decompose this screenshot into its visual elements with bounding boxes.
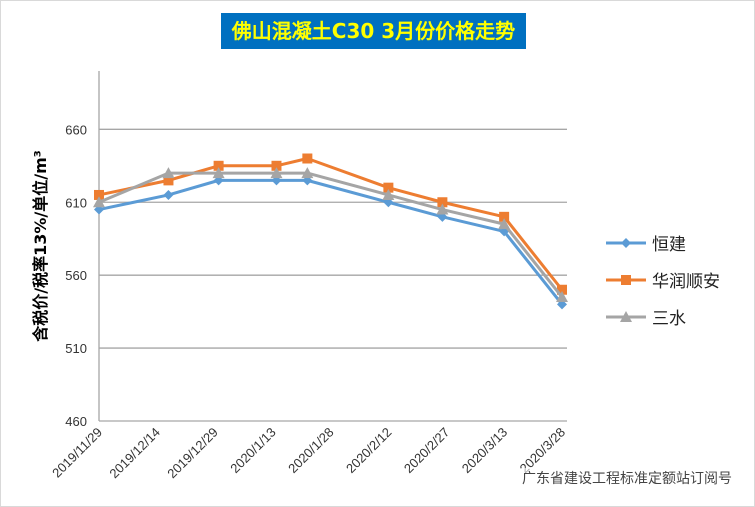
data-point <box>270 167 283 179</box>
legend-item-hengjian: 恒建 <box>606 230 686 255</box>
y-tick-label: 610 <box>65 195 87 210</box>
x-tick-label: 2020/1/28 <box>285 425 337 477</box>
data-point <box>271 160 282 171</box>
data-point <box>498 218 511 230</box>
y-tick-label: 510 <box>65 341 87 356</box>
legend-label: 恒建 <box>652 235 686 255</box>
data-point <box>436 203 449 215</box>
legend-marker-square-icon <box>606 272 646 292</box>
legend-item-huarun: 华润顺安 <box>606 267 720 292</box>
data-point <box>93 196 105 208</box>
legend-marker-triangle-icon <box>606 309 646 329</box>
data-point <box>382 188 395 200</box>
y-tick-label: 660 <box>65 122 87 137</box>
data-point <box>383 182 394 193</box>
data-point <box>499 211 510 222</box>
y-tick-label: 460 <box>65 414 87 429</box>
data-point <box>556 291 568 303</box>
data-point <box>437 197 448 208</box>
x-tick-label: 2020/2/27 <box>401 425 453 477</box>
chart-title: 佛山混凝土C30 3月份价格走势 <box>221 13 526 49</box>
y-tick-label: 560 <box>65 268 87 283</box>
legend-label: 三水 <box>652 309 686 329</box>
x-tick-label: 2019/12/14 <box>106 425 163 482</box>
legend-marker-diamond-icon <box>606 235 646 255</box>
legend-item-sanshui: 三水 <box>606 304 686 329</box>
data-point <box>302 153 313 164</box>
legend-label: 华润顺安 <box>652 272 720 292</box>
x-tick-label: 2019/11/29 <box>49 425 105 481</box>
data-point <box>213 160 224 171</box>
data-point <box>212 167 225 179</box>
data-point <box>163 189 174 200</box>
x-tick-label: 2019/12/29 <box>164 425 221 482</box>
data-point <box>301 167 314 179</box>
data-point <box>94 189 104 200</box>
watermark: 广东省建设工程标准定额站订阅号 <box>522 468 732 488</box>
x-tick-label: 2020/1/13 <box>227 425 279 477</box>
x-tick-label: 2020/2/12 <box>343 425 395 477</box>
x-tick-label: 2020/3/13 <box>459 425 511 477</box>
data-point <box>163 175 174 186</box>
data-point <box>557 284 567 295</box>
data-point <box>162 167 175 179</box>
